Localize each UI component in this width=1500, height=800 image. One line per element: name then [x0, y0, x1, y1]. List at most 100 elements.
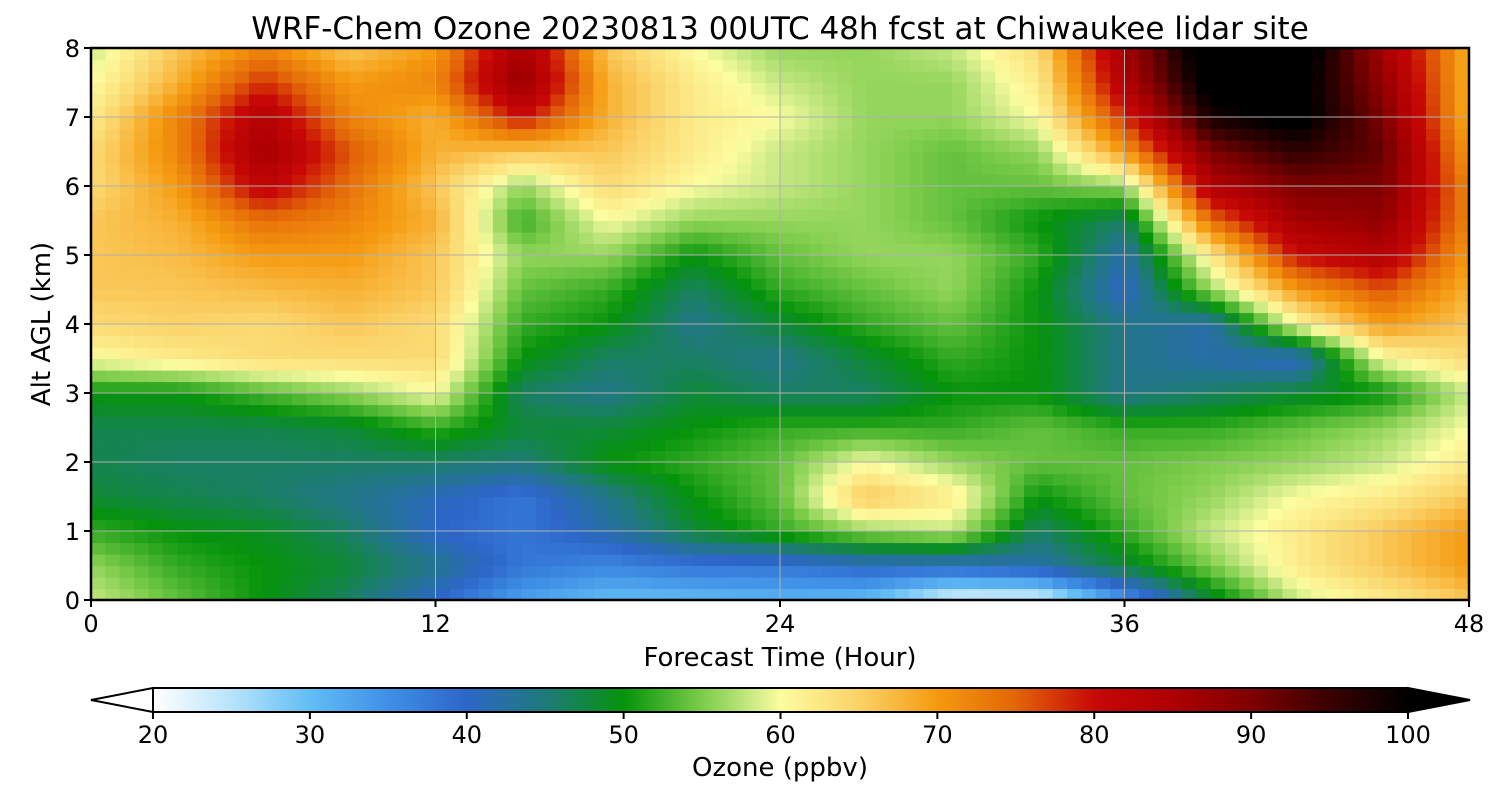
- heatmap-cell: [248, 485, 264, 498]
- heatmap-cell: [406, 519, 422, 532]
- heatmap-cell: [277, 588, 293, 600]
- heatmap-cell: [234, 324, 250, 337]
- heatmap-cell: [980, 496, 996, 509]
- heatmap-cell: [1311, 243, 1327, 256]
- heatmap-cell: [1138, 278, 1154, 291]
- heatmap-cell: [1181, 347, 1197, 360]
- heatmap-cell: [1368, 565, 1384, 578]
- heatmap-cell: [1454, 140, 1469, 153]
- heatmap-cell: [191, 71, 207, 84]
- heatmap-cell: [492, 71, 508, 84]
- heatmap-cell: [421, 151, 437, 164]
- heatmap-cell: [1081, 117, 1097, 130]
- heatmap-cell: [1325, 48, 1341, 61]
- heatmap-cell: [349, 266, 365, 279]
- heatmap-cell: [823, 462, 839, 475]
- heatmap-cell: [306, 209, 322, 222]
- heatmap-cell: [363, 381, 379, 394]
- heatmap-cell: [1268, 393, 1283, 406]
- heatmap-cell: [1095, 358, 1111, 371]
- heatmap-cell: [679, 117, 695, 130]
- heatmap-cell: [636, 577, 652, 590]
- heatmap-cell: [650, 289, 666, 302]
- heatmap-cell: [535, 404, 551, 417]
- heatmap-cell: [736, 255, 752, 268]
- heatmap-cell: [665, 105, 681, 118]
- heatmap-cell: [148, 393, 164, 406]
- heatmap-cell: [1110, 554, 1126, 567]
- heatmap-cell: [1311, 381, 1327, 394]
- heatmap-cell: [823, 163, 839, 176]
- heatmap-cell: [880, 473, 896, 486]
- heatmap-cell: [162, 531, 178, 544]
- heatmap-cell: [851, 243, 867, 256]
- heatmap-cell: [406, 531, 422, 544]
- heatmap-cell: [248, 381, 264, 394]
- heatmap-cell: [1325, 427, 1341, 440]
- heatmap-cell: [851, 508, 867, 521]
- heatmap-cell: [1181, 312, 1197, 325]
- heatmap-cell: [1153, 416, 1169, 429]
- heatmap-cell: [119, 358, 135, 371]
- heatmap-cell: [866, 485, 882, 498]
- heatmap-cell: [1425, 588, 1441, 600]
- heatmap-cell: [234, 186, 250, 199]
- heatmap-cell: [780, 82, 795, 95]
- heatmap-cell: [1382, 220, 1398, 233]
- heatmap-cell: [277, 519, 293, 532]
- heatmap-cell: [823, 174, 839, 187]
- x-tick-label: 36: [1109, 610, 1140, 638]
- heatmap-cell: [851, 450, 867, 463]
- heatmap-cell: [980, 163, 996, 176]
- heatmap-cell: [277, 542, 293, 555]
- heatmap-cell: [191, 301, 207, 314]
- heatmap-cell: [1325, 128, 1341, 141]
- heatmap-cell: [406, 163, 422, 176]
- heatmap-cell: [91, 243, 106, 256]
- heatmap-cell: [1339, 220, 1355, 233]
- heatmap-cell: [1038, 439, 1054, 452]
- heatmap-cell: [1181, 473, 1197, 486]
- heatmap-cell: [134, 59, 150, 72]
- heatmap-cell: [1224, 577, 1240, 590]
- heatmap-cell: [1181, 381, 1197, 394]
- heatmap-cell: [1095, 554, 1111, 567]
- heatmap-cell: [277, 462, 293, 475]
- heatmap-cell: [1210, 128, 1226, 141]
- heatmap-cell: [1268, 151, 1283, 164]
- heatmap-cell: [1038, 174, 1054, 187]
- heatmap-cell: [1268, 186, 1283, 199]
- heatmap-cell: [177, 82, 193, 95]
- heatmap-cell: [1440, 266, 1456, 279]
- heatmap-cell: [263, 519, 279, 532]
- heatmap-cell: [248, 140, 264, 153]
- heatmap-cell: [966, 220, 982, 233]
- heatmap-cell: [521, 473, 537, 486]
- heatmap-cell: [837, 335, 853, 348]
- heatmap-cell: [722, 174, 738, 187]
- heatmap-cell: [1024, 416, 1039, 429]
- heatmap-cell: [1067, 197, 1083, 210]
- heatmap-cell: [1440, 416, 1456, 429]
- heatmap-cell: [1067, 220, 1083, 233]
- heatmap-cell: [1009, 508, 1025, 521]
- heatmap-cell: [923, 462, 939, 475]
- heatmap-cell: [894, 358, 910, 371]
- heatmap-cell: [966, 404, 982, 417]
- heatmap-cell: [464, 462, 480, 475]
- heatmap-cell: [1095, 381, 1111, 394]
- heatmap-cell: [751, 404, 767, 417]
- heatmap-cell: [1454, 312, 1469, 325]
- heatmap-cell: [234, 266, 250, 279]
- heatmap-cell: [492, 462, 508, 475]
- heatmap-cell: [521, 542, 537, 555]
- heatmap-cell: [1024, 82, 1039, 95]
- heatmap-cell: [765, 197, 781, 210]
- heatmap-cell: [1239, 71, 1255, 84]
- heatmap-cell: [1397, 266, 1413, 279]
- heatmap-cell: [1138, 588, 1154, 600]
- heatmap-cell: [736, 105, 752, 118]
- heatmap-cell: [593, 542, 609, 555]
- heatmap-cell: [148, 473, 164, 486]
